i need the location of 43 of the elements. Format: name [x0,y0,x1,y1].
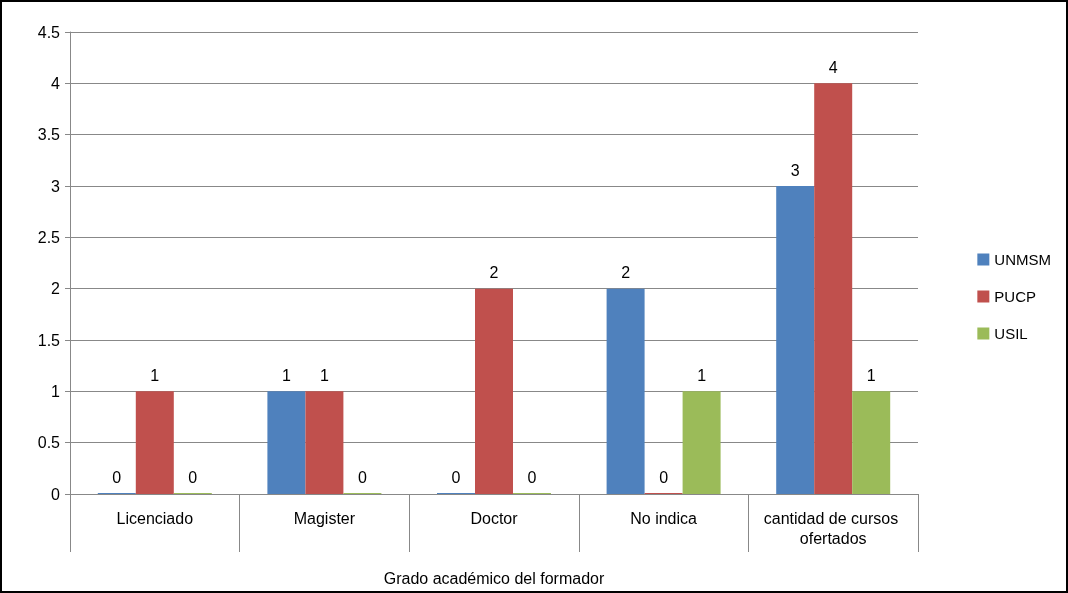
legend-label: UNMSM [994,251,1052,268]
y-tick-label: 0 [51,485,61,503]
data-label: 0 [527,468,537,486]
bar [135,391,174,494]
y-tick-label: 4.5 [37,23,61,41]
x-tick-label: cantidad de cursos ofertados [763,509,903,547]
x-tick-label: Magister [293,509,356,527]
bar [852,391,891,494]
data-label: 2 [621,264,631,282]
bar [475,288,513,494]
y-tick-label: 2 [51,280,61,298]
data-label: 1 [697,366,707,384]
y-tick-label: 1.5 [37,331,61,349]
bar [606,288,645,494]
legend-label: PUCP [994,288,1037,305]
bar [814,83,853,494]
x-tick-label: No indica [630,509,698,527]
legend-label: USIL [994,325,1028,342]
y-tick-label: 2.5 [37,228,61,246]
y-tick-label: 1 [51,382,61,400]
data-label: 4 [828,58,838,76]
bar [267,391,306,494]
data-label: 0 [659,468,669,486]
y-tick-label: 0.5 [37,434,61,452]
data-label: 1 [319,366,329,384]
y-tick-label: 4 [51,74,61,92]
data-label: 1 [866,366,876,384]
x-axis-title: Grado académico del formador [383,569,605,587]
data-label: 1 [150,366,160,384]
y-tick-label: 3 [51,177,61,195]
x-tick-label: Doctor [470,509,519,527]
bar [776,186,815,494]
data-label: 3 [790,161,800,179]
y-tick-label: 3.5 [37,126,61,144]
data-label: 2 [489,264,499,282]
x-tick-label: Licenciado [116,509,194,527]
data-label: 0 [188,468,198,486]
data-label: 0 [112,468,122,486]
bar [682,391,721,494]
data-label: 0 [451,468,461,486]
data-label: 1 [281,366,291,384]
data-label: 0 [357,468,367,486]
bar [305,391,344,494]
